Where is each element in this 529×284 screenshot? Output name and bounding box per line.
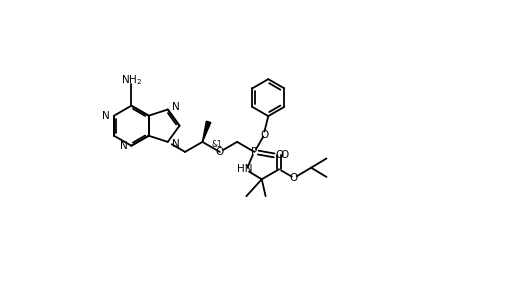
Text: HN: HN bbox=[236, 164, 252, 174]
Text: &1: &1 bbox=[212, 141, 222, 149]
Text: P: P bbox=[251, 147, 258, 157]
Text: O: O bbox=[280, 151, 289, 160]
Text: O: O bbox=[290, 173, 298, 183]
Text: N: N bbox=[103, 111, 110, 121]
Polygon shape bbox=[203, 121, 211, 142]
Text: O: O bbox=[276, 151, 284, 160]
Text: O: O bbox=[260, 130, 269, 139]
Text: N: N bbox=[171, 102, 179, 112]
Text: O: O bbox=[216, 147, 224, 157]
Text: N: N bbox=[120, 141, 127, 151]
Text: NH$_2$: NH$_2$ bbox=[121, 73, 142, 87]
Text: N: N bbox=[171, 139, 179, 149]
